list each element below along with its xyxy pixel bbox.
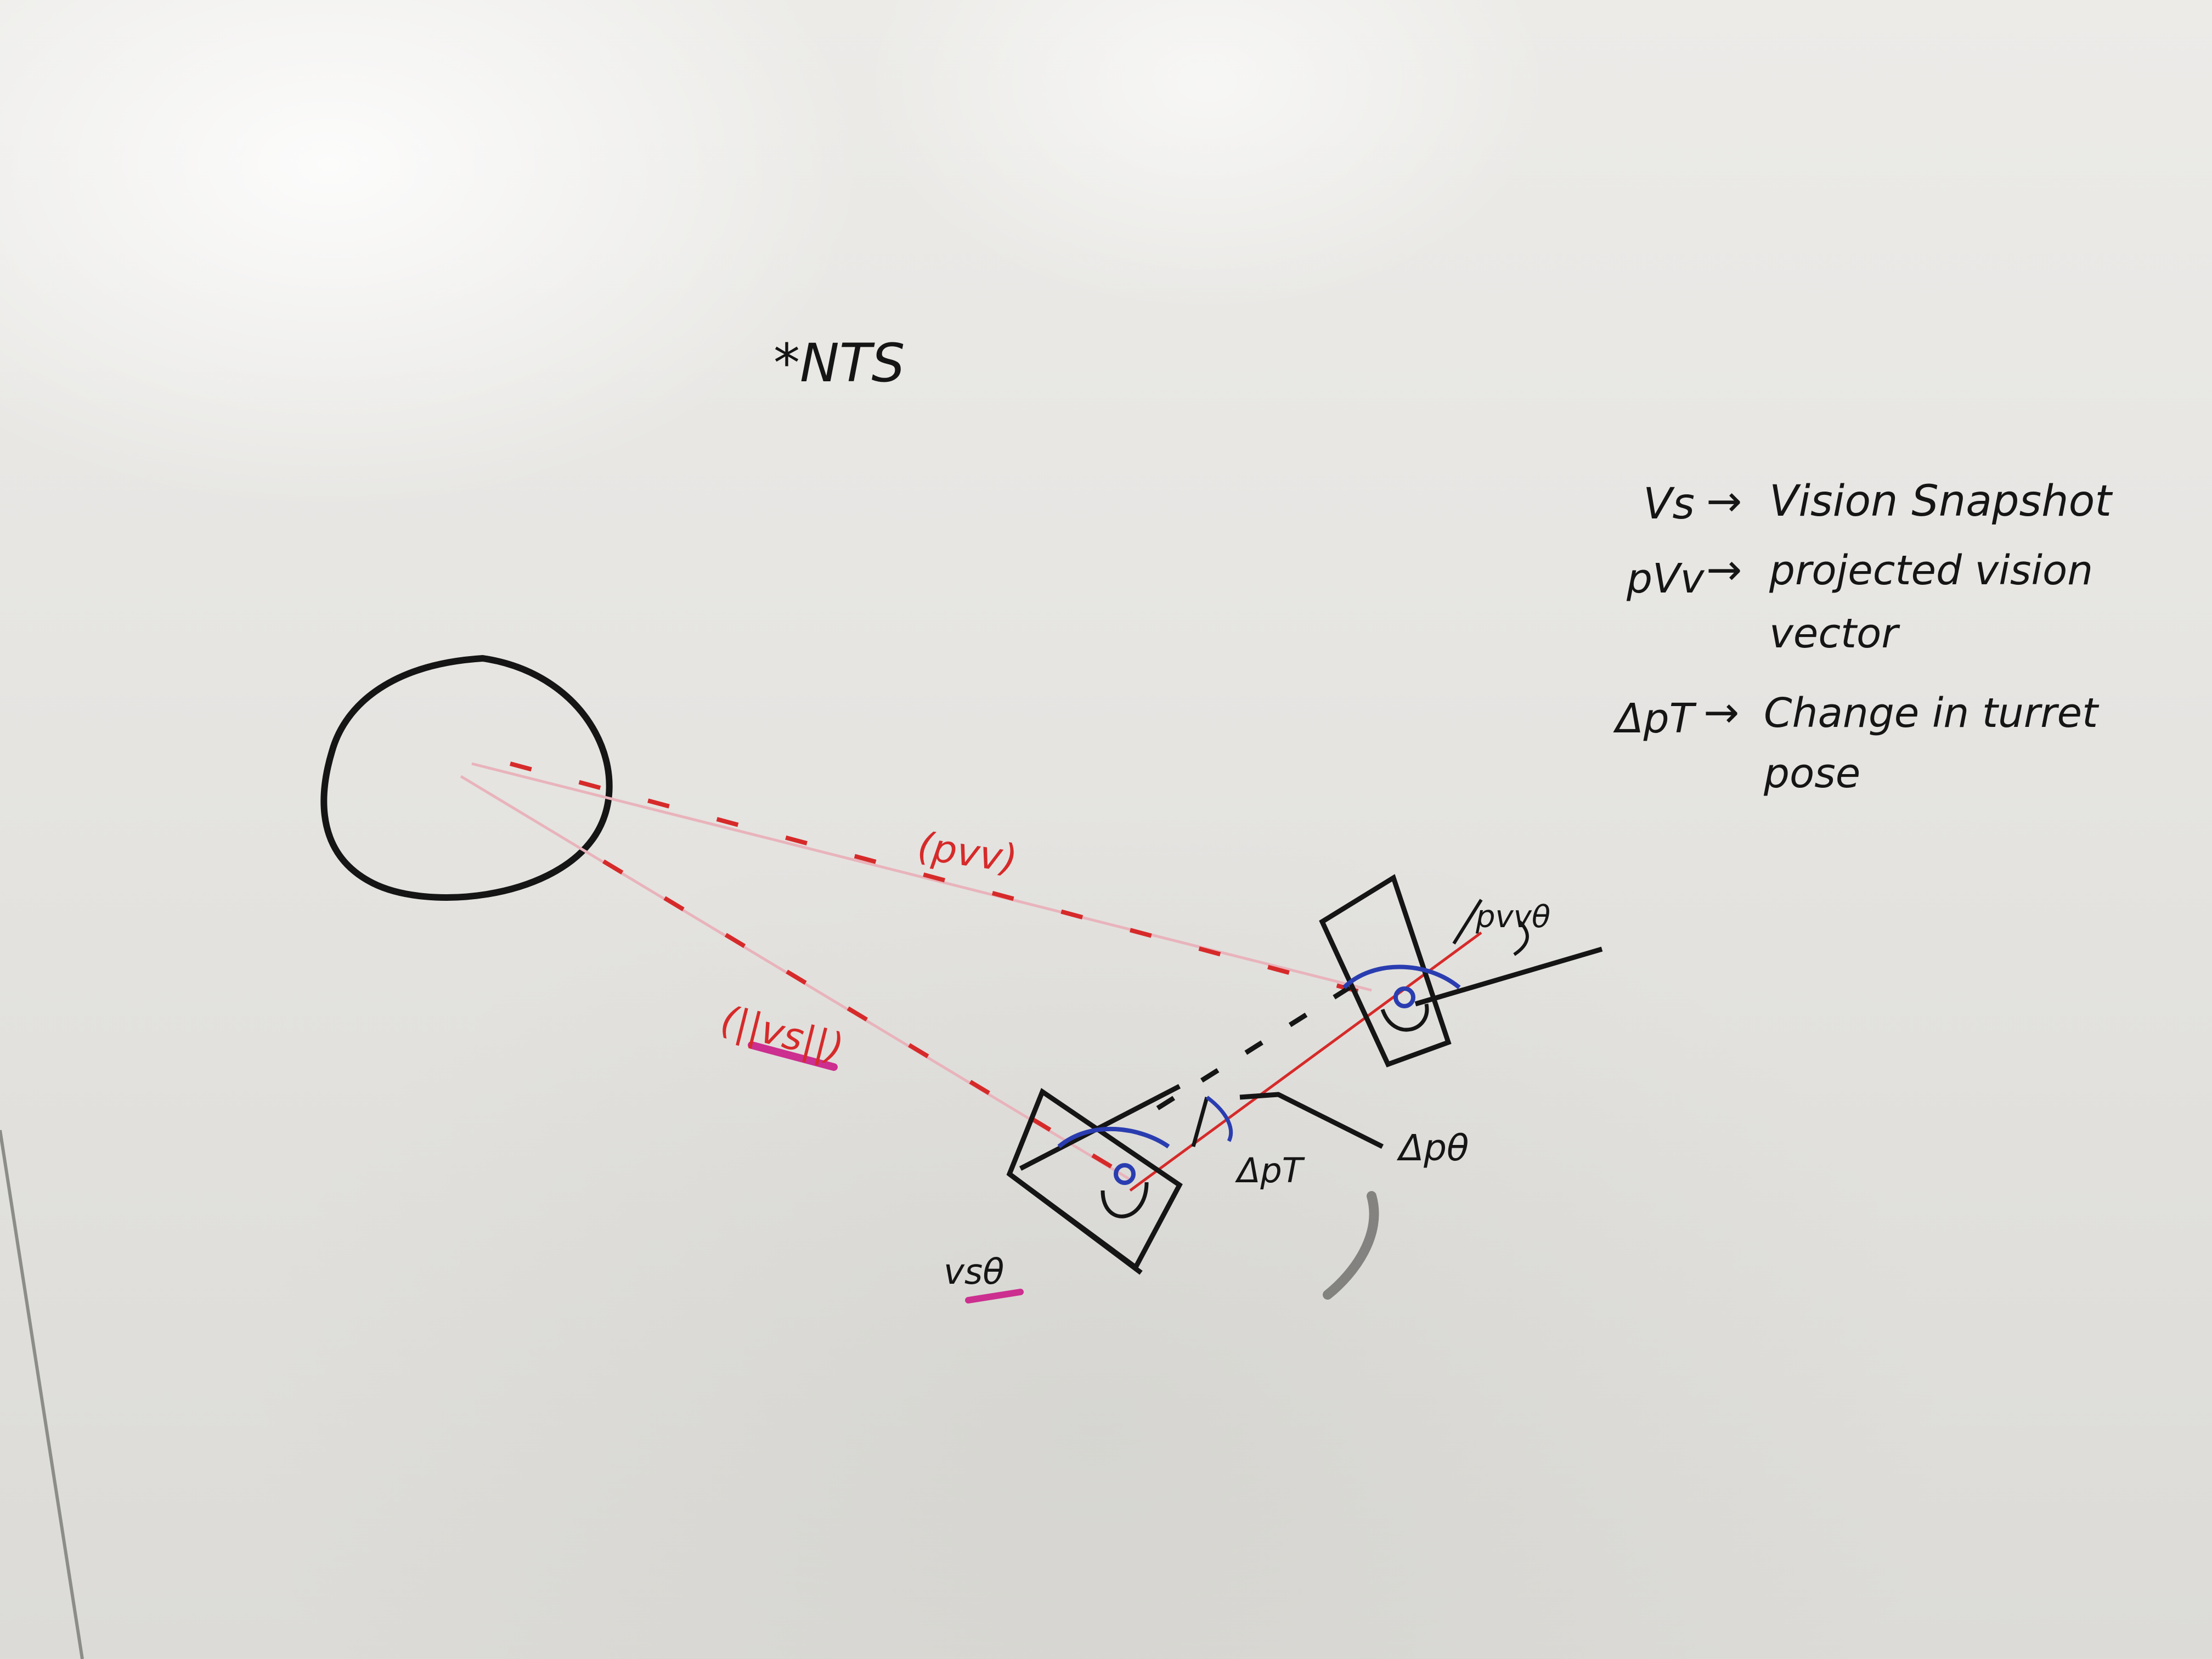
- legend-symbol-dpt: ΔpT: [1613, 695, 1697, 742]
- projected-vector-label: (pvv): [915, 823, 1020, 882]
- target-circle: [320, 654, 613, 901]
- turret-change-label: ΔpT: [1235, 1150, 1305, 1190]
- note-text: *NTS: [774, 332, 905, 394]
- legend-meaning-vs: Vision Snapshot: [1769, 477, 2113, 526]
- legend-meaning-pvv-2: vector: [1769, 610, 1900, 657]
- snapshot-angle-label: vsθ: [944, 1252, 1004, 1293]
- snapshot-label-underline: [748, 1041, 838, 1071]
- legend-meaning-pvv-1: projected vision: [1769, 547, 2093, 594]
- legend: Vs → Vision Snapshot pVv → projected vis…: [1613, 477, 2113, 797]
- legend-arrow-vs: →: [1706, 477, 1742, 526]
- projected-guide-line: [471, 762, 1372, 992]
- legend-symbol-pvv: pVv: [1626, 555, 1705, 602]
- robot-upper: [1319, 874, 1603, 1068]
- pose-angle-label: Δpθ: [1396, 1127, 1469, 1169]
- legend-meaning-dpt-1: Change in turret: [1764, 690, 2100, 737]
- snapshot-angle-underline: [965, 1289, 1024, 1304]
- robot-lower: [1006, 1084, 1209, 1275]
- turret-heading-line: [1129, 931, 1482, 1192]
- robot-motion-dashes: [1156, 985, 1351, 1110]
- legend-arrow-pvv: →: [1706, 545, 1742, 595]
- legend-arrow-dpt: →: [1703, 688, 1739, 737]
- projected-vision-vector: [509, 761, 1362, 994]
- turret-change-arc: [1205, 1096, 1233, 1142]
- board-edge: [0, 1130, 84, 1659]
- legend-meaning-dpt-2: pose: [1763, 750, 1860, 797]
- marker-smudge: [1323, 1191, 1379, 1300]
- legend-symbol-vs: Vs: [1643, 479, 1695, 529]
- projected-angle-label: pvvθ: [1475, 899, 1550, 935]
- pose-reference-line: [1239, 1092, 1384, 1149]
- snapshot-vector-label: (||vs||): [716, 997, 848, 1070]
